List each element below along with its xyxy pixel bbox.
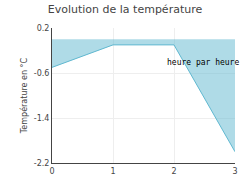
svg-text:heure par heure: heure par heure xyxy=(167,58,239,67)
svg-text:1: 1 xyxy=(110,167,115,176)
svg-text:-2.2: -2.2 xyxy=(34,159,50,168)
svg-text:2: 2 xyxy=(171,167,176,176)
svg-text:-1.4: -1.4 xyxy=(34,114,50,123)
svg-text:0: 0 xyxy=(49,167,54,176)
svg-text:3: 3 xyxy=(232,167,237,176)
svg-text:-0.6: -0.6 xyxy=(34,69,50,78)
svg-text:Evolution de la température: Evolution de la température xyxy=(48,3,203,16)
svg-text:Température en °C: Température en °C xyxy=(19,57,29,134)
svg-text:0.2: 0.2 xyxy=(37,24,50,33)
